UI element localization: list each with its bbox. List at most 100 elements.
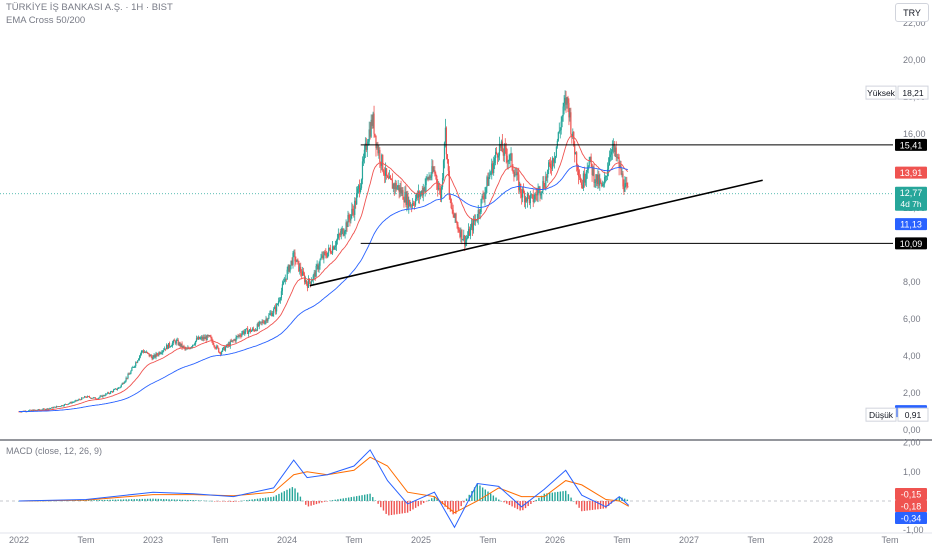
candle-body bbox=[175, 340, 177, 344]
candle-body bbox=[80, 399, 82, 401]
macd-histogram-bar bbox=[457, 501, 460, 510]
candle-body bbox=[185, 348, 187, 350]
candle-body bbox=[239, 335, 241, 336]
countdown-label: 4d 7h bbox=[900, 199, 922, 209]
macd-histogram-bar bbox=[152, 498, 154, 501]
macd-histogram-bar bbox=[414, 501, 417, 508]
candle-body bbox=[576, 152, 578, 166]
macd-histogram-bar bbox=[347, 497, 350, 501]
candle-body bbox=[438, 188, 440, 190]
time-tick-label: 2022 bbox=[9, 535, 29, 545]
candle-body bbox=[615, 147, 617, 157]
macd-histogram-bar bbox=[436, 499, 438, 501]
candle-body bbox=[170, 345, 173, 347]
histogram-value-label-box bbox=[895, 512, 927, 524]
time-tick-label: 2023 bbox=[143, 535, 163, 545]
candle-body bbox=[84, 396, 86, 398]
candle-body bbox=[199, 338, 201, 340]
candle-body bbox=[574, 145, 576, 155]
candle-body bbox=[579, 177, 582, 183]
candle-body bbox=[570, 112, 572, 134]
macd-histogram-bar bbox=[565, 490, 567, 501]
candle-body bbox=[186, 348, 188, 350]
macd-histogram-bar bbox=[575, 501, 578, 505]
candle-body bbox=[137, 360, 139, 363]
candle-body bbox=[235, 336, 237, 341]
candle-body bbox=[221, 348, 224, 352]
candle-body bbox=[261, 321, 263, 323]
macd-histogram-bar bbox=[104, 499, 106, 501]
macd-histogram-bar bbox=[216, 501, 219, 502]
candle-body bbox=[592, 167, 594, 175]
candle-body bbox=[344, 231, 346, 234]
candle-body bbox=[370, 119, 372, 137]
candle-body bbox=[552, 158, 555, 163]
candle-body bbox=[159, 352, 161, 354]
candle-body bbox=[301, 272, 303, 276]
candle-body bbox=[282, 282, 284, 285]
macd-histogram-bar bbox=[109, 499, 111, 501]
macd-histogram-bar bbox=[420, 501, 422, 505]
candle-body bbox=[224, 347, 227, 351]
candle-body bbox=[167, 343, 170, 349]
macd-histogram-bar bbox=[556, 491, 559, 501]
candle-body bbox=[624, 183, 626, 192]
candle-body bbox=[248, 329, 251, 332]
macd-histogram-bar bbox=[473, 487, 476, 501]
candle-body bbox=[356, 193, 358, 205]
candle-body bbox=[411, 205, 413, 207]
macd-histogram-bar bbox=[398, 501, 401, 514]
histogram-value-label: -0,34 bbox=[901, 514, 922, 524]
candle-body bbox=[572, 131, 574, 137]
candle-body bbox=[87, 396, 90, 397]
high-name-box bbox=[865, 85, 897, 100]
candle-body bbox=[537, 190, 539, 196]
candle-body bbox=[549, 162, 551, 164]
candle-body bbox=[542, 181, 544, 192]
candle-body bbox=[401, 190, 403, 194]
candle-body bbox=[182, 346, 184, 348]
candle-body bbox=[389, 176, 392, 179]
candle-body bbox=[74, 400, 76, 402]
candle-body bbox=[488, 177, 490, 186]
candle-body bbox=[197, 336, 200, 340]
candle-body bbox=[268, 314, 270, 319]
macd-histogram-bar bbox=[280, 492, 283, 501]
macd-histogram-bar bbox=[618, 496, 621, 501]
candle-body bbox=[91, 398, 93, 399]
candle-body bbox=[467, 236, 469, 239]
candle-body bbox=[555, 146, 557, 157]
candle-body bbox=[275, 306, 277, 312]
macd-tick-label: 2,00 bbox=[903, 438, 921, 448]
candle-body bbox=[455, 213, 457, 222]
candle-body bbox=[218, 347, 220, 353]
candle-body bbox=[116, 388, 119, 390]
candle-body bbox=[300, 266, 302, 273]
candle-body bbox=[440, 187, 443, 199]
macd-histogram-bar bbox=[181, 499, 184, 501]
candle-body bbox=[499, 144, 502, 148]
candle-body bbox=[616, 156, 618, 158]
candle-body bbox=[310, 281, 312, 284]
candle-body bbox=[345, 222, 347, 232]
candle-body bbox=[308, 278, 311, 282]
candle-body bbox=[354, 200, 356, 215]
currency-button[interactable]: TRY bbox=[895, 3, 929, 22]
candle-body bbox=[577, 170, 580, 177]
candle-body bbox=[194, 341, 197, 345]
candle-body bbox=[524, 197, 527, 203]
candle-body bbox=[287, 265, 289, 270]
macd-histogram-bar bbox=[369, 493, 371, 501]
candle-body bbox=[556, 140, 558, 147]
macd-histogram-bar bbox=[540, 495, 543, 501]
candle-body bbox=[171, 342, 174, 346]
candle-body bbox=[562, 106, 564, 117]
candle-body bbox=[512, 167, 514, 173]
macd-histogram-bar bbox=[299, 496, 302, 501]
macd-histogram-bar bbox=[431, 498, 433, 501]
candle-body bbox=[32, 409, 35, 411]
candle-body bbox=[501, 141, 503, 153]
candle-body bbox=[248, 331, 250, 334]
candle-body bbox=[575, 152, 577, 155]
